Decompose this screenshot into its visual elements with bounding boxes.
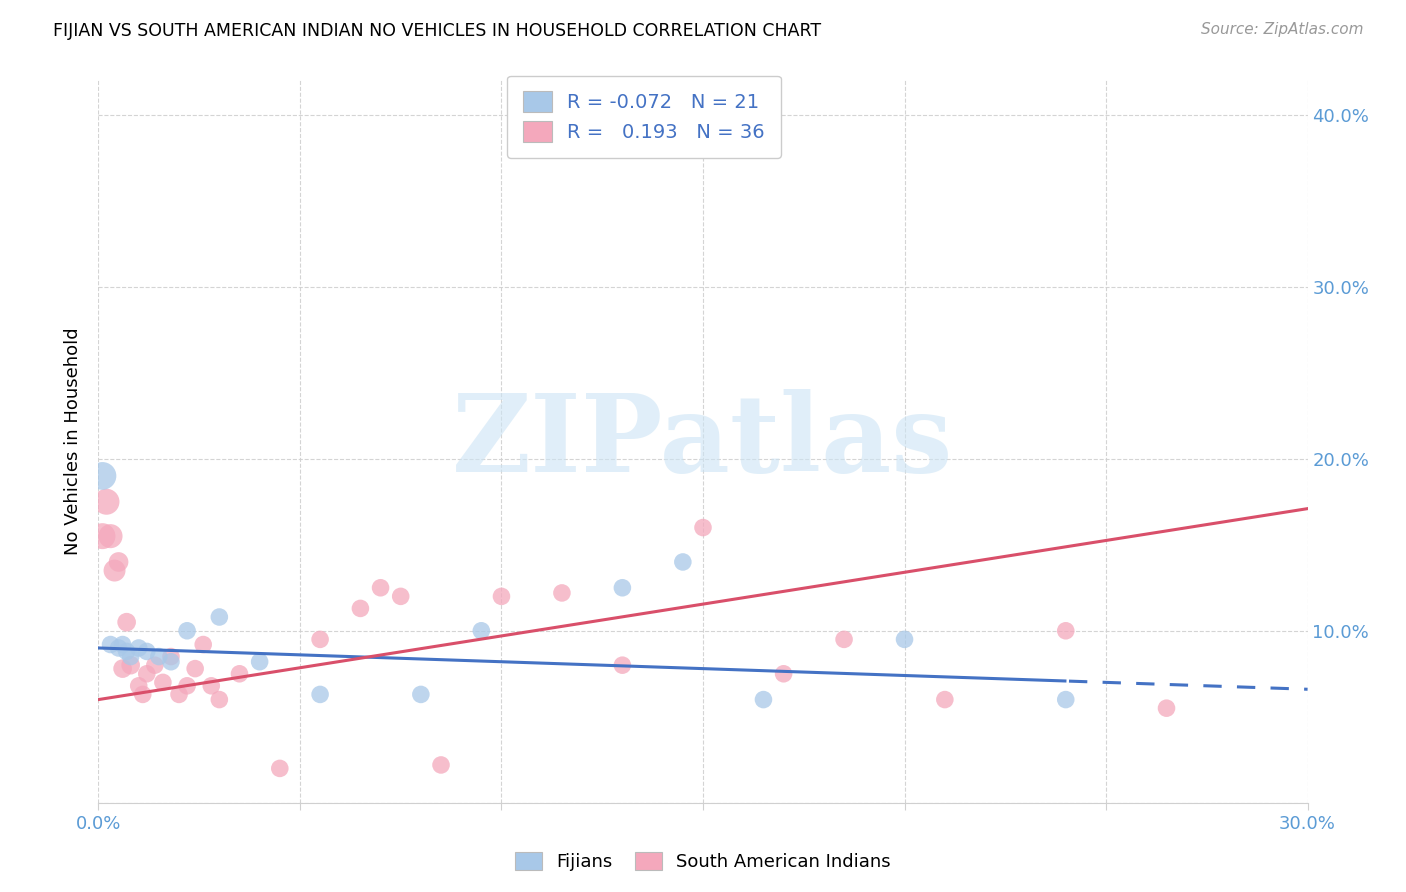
Point xyxy=(269,761,291,775)
Point xyxy=(551,586,574,600)
Point xyxy=(309,632,332,647)
Point xyxy=(115,644,138,658)
Point xyxy=(160,655,183,669)
Point xyxy=(100,638,122,652)
Text: FIJIAN VS SOUTH AMERICAN INDIAN NO VEHICLES IN HOUSEHOLD CORRELATION CHART: FIJIAN VS SOUTH AMERICAN INDIAN NO VEHIC… xyxy=(53,22,821,40)
Point xyxy=(111,662,134,676)
Point xyxy=(107,640,129,655)
Point xyxy=(135,666,157,681)
Point xyxy=(1054,692,1077,706)
Point xyxy=(349,601,371,615)
Point xyxy=(692,520,714,534)
Point xyxy=(107,555,129,569)
Point xyxy=(176,624,198,638)
Point xyxy=(612,658,634,673)
Point xyxy=(111,638,134,652)
Text: ZIPatlas: ZIPatlas xyxy=(453,389,953,494)
Point xyxy=(370,581,392,595)
Point xyxy=(409,687,432,701)
Point xyxy=(115,615,138,630)
Point xyxy=(143,658,166,673)
Point xyxy=(148,649,170,664)
Point xyxy=(208,692,231,706)
Point xyxy=(135,644,157,658)
Point xyxy=(430,758,453,772)
Point xyxy=(200,679,222,693)
Point xyxy=(208,610,231,624)
Point xyxy=(167,687,190,701)
Point xyxy=(91,529,114,543)
Point xyxy=(193,638,215,652)
Point xyxy=(672,555,695,569)
Point xyxy=(228,666,250,681)
Legend: R = -0.072   N = 21, R =   0.193   N = 36: R = -0.072 N = 21, R = 0.193 N = 36 xyxy=(508,76,780,158)
Point xyxy=(893,632,915,647)
Point xyxy=(103,564,125,578)
Point xyxy=(128,640,150,655)
Point xyxy=(100,529,122,543)
Point xyxy=(389,590,412,604)
Point xyxy=(934,692,956,706)
Point xyxy=(132,687,155,701)
Point xyxy=(184,662,207,676)
Point xyxy=(176,679,198,693)
Point xyxy=(96,494,118,508)
Point xyxy=(120,649,142,664)
Point xyxy=(128,679,150,693)
Point xyxy=(1054,624,1077,638)
Point xyxy=(612,581,634,595)
Point xyxy=(152,675,174,690)
Point xyxy=(772,666,794,681)
Point xyxy=(491,590,513,604)
Y-axis label: No Vehicles in Household: No Vehicles in Household xyxy=(65,327,83,556)
Point xyxy=(752,692,775,706)
Point xyxy=(1156,701,1178,715)
Point xyxy=(470,624,492,638)
Legend: Fijians, South American Indians: Fijians, South American Indians xyxy=(508,845,898,879)
Point xyxy=(249,655,271,669)
Point xyxy=(309,687,332,701)
Point xyxy=(832,632,855,647)
Point xyxy=(120,658,142,673)
Text: Source: ZipAtlas.com: Source: ZipAtlas.com xyxy=(1201,22,1364,37)
Point xyxy=(160,649,183,664)
Point xyxy=(91,469,114,483)
